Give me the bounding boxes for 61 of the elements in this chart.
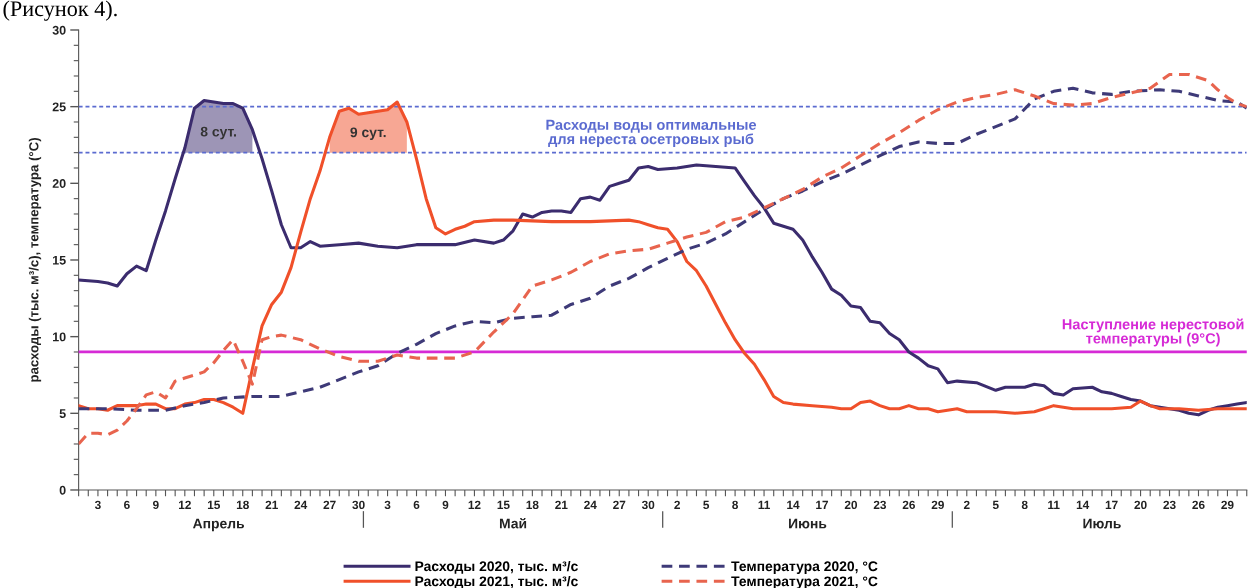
- y-tick-label: 0: [59, 485, 66, 495]
- x-tick-label: 14: [787, 500, 800, 509]
- x-tick-label: 9: [152, 500, 159, 510]
- x-tick-label: 23: [1163, 500, 1176, 510]
- x-tick-label: 30: [352, 500, 365, 510]
- x-tick-label: 21: [265, 500, 278, 509]
- x-tick-label: 20: [1134, 500, 1147, 510]
- y-tick-label: 20: [52, 179, 66, 188]
- x-tick-label: 8: [732, 500, 739, 510]
- y-tick-label: 10: [53, 332, 66, 342]
- x-tick-label: 26: [902, 500, 915, 510]
- x-tick-label: 14: [1076, 500, 1090, 509]
- annotation: 8 сут.: [200, 126, 236, 140]
- x-tick-label: 6: [124, 500, 130, 510]
- x-tick-label: 8: [1021, 500, 1028, 510]
- x-tick-label: 5: [992, 500, 999, 510]
- text: Июнь: [789, 518, 827, 529]
- x-tick-label: 30: [641, 500, 655, 510]
- x-tick-label: 24: [584, 500, 597, 509]
- x-tick-label: 17: [1105, 500, 1118, 509]
- x-tick-label: 23: [873, 500, 887, 510]
- text: Июль: [1083, 518, 1121, 529]
- legend-label: Расходы 2021, тыс. м³/с: [415, 576, 578, 588]
- x-tick-label: 3: [384, 500, 391, 510]
- x-tick-label: 17: [816, 500, 829, 509]
- x-tick-label: 2: [963, 500, 970, 509]
- x-tick-label: 11: [1048, 500, 1060, 509]
- x-tick-label: 27: [323, 500, 336, 509]
- x-tick-label: 18: [526, 500, 539, 510]
- x-tick-label: 3: [94, 500, 101, 510]
- x-tick-label: 6: [413, 500, 420, 510]
- x-tick-label: 12: [468, 500, 481, 509]
- y-tick-label: 25: [52, 102, 66, 112]
- x-tick-label: 15: [207, 500, 221, 510]
- x-tick-label: 18: [236, 500, 249, 510]
- x-tick-label: 21: [555, 500, 568, 509]
- x-tick-label: 27: [613, 500, 626, 509]
- legend-label: Температура 2020, °C: [731, 561, 878, 574]
- legend-label: Расходы 2020, тыс. м³/с: [415, 560, 578, 574]
- x-tick-label: 5: [703, 500, 710, 510]
- text: Май: [499, 517, 527, 529]
- y-axis-title: расходы (тыс. м³/с), температура (°C): [28, 138, 42, 382]
- chart-title: (Рисунок 4).: [3, 0, 117, 21]
- x-tick-label: 29: [931, 500, 944, 510]
- x-tick-label: 26: [1192, 500, 1205, 510]
- x-tick-label: 24: [294, 500, 308, 509]
- x-tick-label: 15: [497, 500, 510, 510]
- text: Апрель: [192, 518, 245, 532]
- annotation: 9 сут.: [350, 127, 386, 140]
- legend-label: Температура 2021, °C: [731, 576, 878, 588]
- x-tick-label: 9: [442, 500, 449, 510]
- x-tick-label: 2: [674, 500, 680, 509]
- ref-line-label: Наступление нерестовой температуры (9°C): [1062, 318, 1244, 347]
- x-tick-label: 11: [758, 500, 770, 509]
- y-tick-label: 30: [52, 25, 66, 35]
- x-tick-label: 12: [179, 500, 191, 509]
- y-tick-label: 15: [53, 255, 66, 265]
- ref-line-label: Расходы воды оптимальные для нереста осетровых рыб: [546, 119, 757, 148]
- y-tick-label: 5: [59, 409, 66, 418]
- x-tick-label: 20: [844, 500, 858, 510]
- x-tick-label: 29: [1221, 500, 1234, 510]
